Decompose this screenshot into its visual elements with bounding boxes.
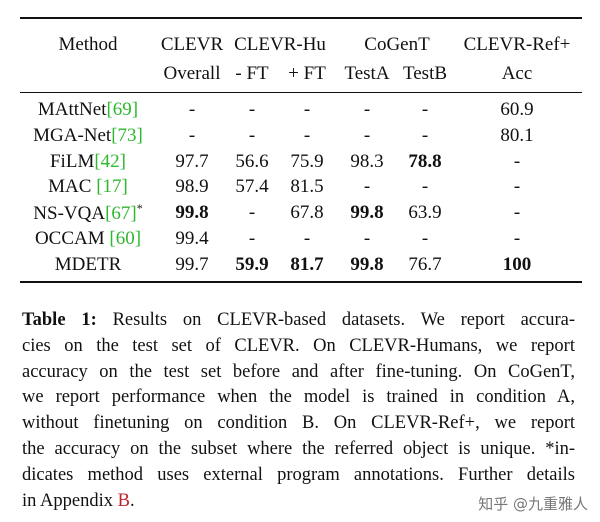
header-cell: Method	[58, 34, 118, 55]
caption-line: the accuracy on the subset where the ref…	[22, 439, 575, 459]
value-cell: -	[188, 99, 196, 120]
value-cell: 81.7	[290, 253, 324, 275]
top-rule	[20, 17, 582, 19]
value-cell: 98.3	[350, 150, 384, 172]
value-cell: 56.6	[235, 150, 269, 172]
value-cell: -	[363, 99, 371, 120]
value-cell: -	[188, 124, 196, 146]
method-cell: OCCAM [60]	[35, 228, 141, 250]
citation: [60]	[109, 228, 142, 249]
method-cell: FiLM[42]	[50, 151, 126, 173]
citation: [69]	[106, 99, 139, 120]
value-cell: -	[248, 99, 256, 120]
caption-line: cies on the test set of CLEVR. On CLEVR-…	[22, 335, 575, 356]
caption-text: .	[129, 490, 135, 511]
method-name: FiLM	[49, 150, 95, 172]
caption-line: dicates method uses external program ann…	[22, 464, 575, 485]
value-cell: -	[363, 228, 371, 249]
value-cell: -	[513, 150, 521, 172]
value-cell: -	[421, 228, 429, 249]
value-cell: -	[248, 228, 256, 249]
header-cell: Overall	[163, 63, 221, 84]
header-cell: CoGenT	[364, 34, 430, 55]
value-cell: -	[421, 176, 429, 198]
method-name: MGA-Net	[33, 124, 112, 146]
header-cell: Acc	[501, 63, 533, 84]
value-cell: 75.9	[290, 150, 324, 172]
caption-line: in Appendix B.	[22, 491, 575, 512]
header-cell: CLEVR-Hu	[234, 34, 326, 55]
value-cell: -	[303, 99, 311, 120]
method-cell: NS-VQA[67]*	[33, 201, 142, 225]
value-cell: 99.4	[175, 228, 209, 249]
value-cell: -	[248, 124, 256, 146]
caption-line: Table 1: Results on CLEVR-based datasets…	[22, 310, 575, 331]
caption-text: in Appendix	[22, 490, 118, 511]
citation: [67]	[105, 203, 137, 225]
bottom-rule	[20, 281, 582, 283]
method-name: NS-VQA	[33, 203, 106, 225]
method-cell: MAttNet[69]	[38, 99, 138, 121]
method-name: OCCAM	[34, 228, 110, 249]
citation: [73]	[111, 124, 143, 146]
header-cell: - FT	[235, 63, 269, 84]
value-cell: -	[363, 176, 371, 198]
value-cell: 98.9	[175, 176, 209, 198]
value-cell: 60.9	[500, 99, 534, 120]
value-cell: 78.8	[408, 150, 442, 172]
header-cell: TestA	[344, 63, 390, 84]
header-cell: CLEVR-Ref+	[463, 34, 571, 55]
footnote-mark: *	[136, 201, 143, 216]
method-name: MAC	[48, 176, 97, 198]
citation: [17]	[96, 176, 128, 198]
value-cell: -	[513, 176, 521, 198]
value-cell: -	[421, 99, 429, 120]
value-cell: 63.9	[408, 202, 442, 224]
value-cell: 57.4	[235, 176, 269, 198]
value-cell: -	[513, 228, 521, 249]
header-cell: CLEVR	[160, 34, 224, 55]
header-cell: + FT	[288, 63, 326, 84]
value-cell: 99.7	[175, 253, 209, 275]
method-cell: MDETR	[55, 254, 122, 276]
method-cell: MGA-Net[73]	[33, 125, 143, 147]
value-cell: 67.8	[290, 202, 324, 224]
method-name: MAttNet	[37, 99, 107, 120]
caption-line: accuracy on the test set before and afte…	[22, 361, 575, 382]
value-cell: 100	[502, 253, 532, 275]
value-cell: -	[513, 202, 521, 224]
watermark: 知乎 @九重雅人	[478, 495, 588, 513]
method-cell: MAC [17]	[48, 176, 128, 198]
caption-text: Results on CLEVR-based datasets. We repo…	[112, 310, 575, 330]
caption-label: Table 1:	[22, 310, 97, 330]
value-cell: -	[248, 202, 256, 224]
citation: [42]	[94, 150, 127, 172]
value-cell: 99.8	[350, 253, 384, 275]
header-rule	[20, 92, 582, 93]
method-name: MDETR	[54, 253, 122, 275]
value-cell: -	[363, 124, 371, 146]
header-cell: TestB	[402, 63, 448, 84]
value-cell: 81.5	[290, 176, 324, 198]
value-cell: -	[421, 124, 429, 146]
value-cell: 97.7	[175, 150, 209, 172]
value-cell: -	[303, 124, 311, 146]
caption-line: without finetuning on condition B. On CL…	[22, 413, 575, 434]
value-cell: 80.1	[500, 124, 534, 146]
appendix-link[interactable]: B	[117, 490, 130, 511]
value-cell: -	[303, 228, 311, 249]
caption-line: we report performance when the model is …	[22, 387, 575, 408]
value-cell: 59.9	[235, 253, 269, 275]
value-cell: 99.8	[175, 202, 209, 224]
value-cell: 99.8	[350, 202, 384, 224]
value-cell: 76.7	[408, 253, 442, 275]
